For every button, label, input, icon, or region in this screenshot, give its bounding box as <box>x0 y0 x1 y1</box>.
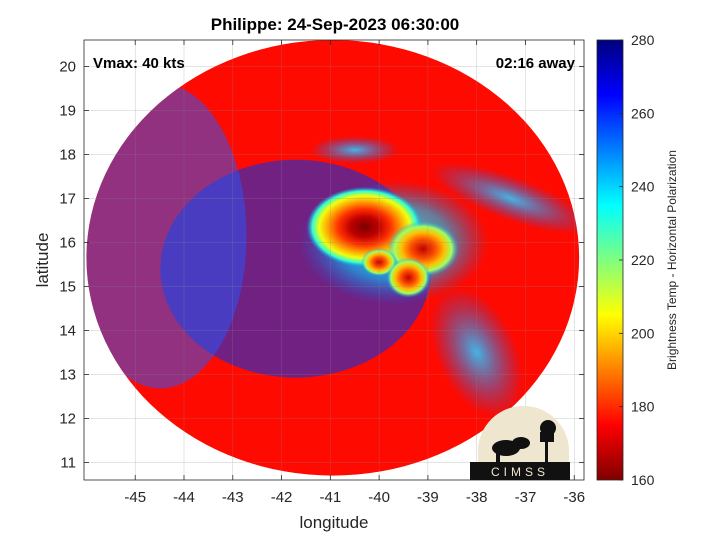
colorbar-tick-label: 280 <box>631 32 655 48</box>
x-axis-label: longitude <box>299 513 368 532</box>
y-tick-label: 17 <box>59 190 76 207</box>
x-tick-label: -39 <box>417 489 439 506</box>
y-tick-label: 18 <box>59 146 76 163</box>
x-tick-label: -44 <box>173 489 195 506</box>
convective-core <box>361 248 398 277</box>
cimss-logo: CIMSS <box>470 405 570 480</box>
colorbar-tick-label: 160 <box>631 472 655 488</box>
colorbar-tick-label: 180 <box>631 399 655 415</box>
y-tick-label: 11 <box>60 454 76 471</box>
x-tick-label: -36 <box>563 489 585 506</box>
convective-core <box>386 257 431 298</box>
x-tick-label: -43 <box>222 489 244 506</box>
y-tick-label: 16 <box>59 234 76 251</box>
cloud-band-southeast <box>429 286 524 419</box>
colorbar-tick-label: 220 <box>631 252 655 268</box>
colorbar <box>596 39 624 481</box>
logo-text: CIMSS <box>491 465 549 479</box>
x-tick-label: -37 <box>515 489 537 506</box>
y-tick-label: 12 <box>59 410 76 427</box>
chart-title: Philippe: 24-Sep-2023 06:30:00 <box>211 15 460 34</box>
y-axis-label: latitude <box>33 233 52 288</box>
x-tick-label: -40 <box>368 489 390 506</box>
cloud-band-northeast <box>430 162 580 235</box>
grid-lines <box>84 40 584 480</box>
y-axis-ticks: 11 12 13 14 15 16 17 18 19 20 <box>59 58 584 471</box>
x-tick-label: -41 <box>319 489 341 506</box>
colorbar-tick-label: 240 <box>631 179 655 195</box>
y-tick-label: 15 <box>59 278 76 295</box>
colorbar-tick-label: 260 <box>631 105 655 121</box>
y-tick-label: 19 <box>59 102 76 119</box>
swath-light-band <box>86 83 247 389</box>
colorbar-tick-label: 200 <box>631 325 655 341</box>
cloud-band-north <box>309 136 400 164</box>
y-tick-label: 20 <box>59 58 76 75</box>
axes-box <box>83 39 585 481</box>
time-offset-label: 02:16 away <box>496 55 576 72</box>
vmax-label: Vmax: 40 kts <box>93 55 185 72</box>
y-tick-label: 13 <box>59 366 76 383</box>
x-tick-label: -45 <box>124 489 146 506</box>
y-tick-label: 14 <box>59 322 76 339</box>
x-tick-label: -38 <box>466 489 488 506</box>
colorbar-label: Brightness Temp - Horizontal Polarizatio… <box>665 150 679 370</box>
x-tick-label: -42 <box>271 489 293 506</box>
x-axis-ticks: -45 -44 -43 -42 -41 -40 -39 -38 -37 -36 <box>124 40 585 506</box>
colorbar-ticks: 160 180 200 220 240 260 280 <box>619 32 655 488</box>
swath-image <box>86 40 580 476</box>
